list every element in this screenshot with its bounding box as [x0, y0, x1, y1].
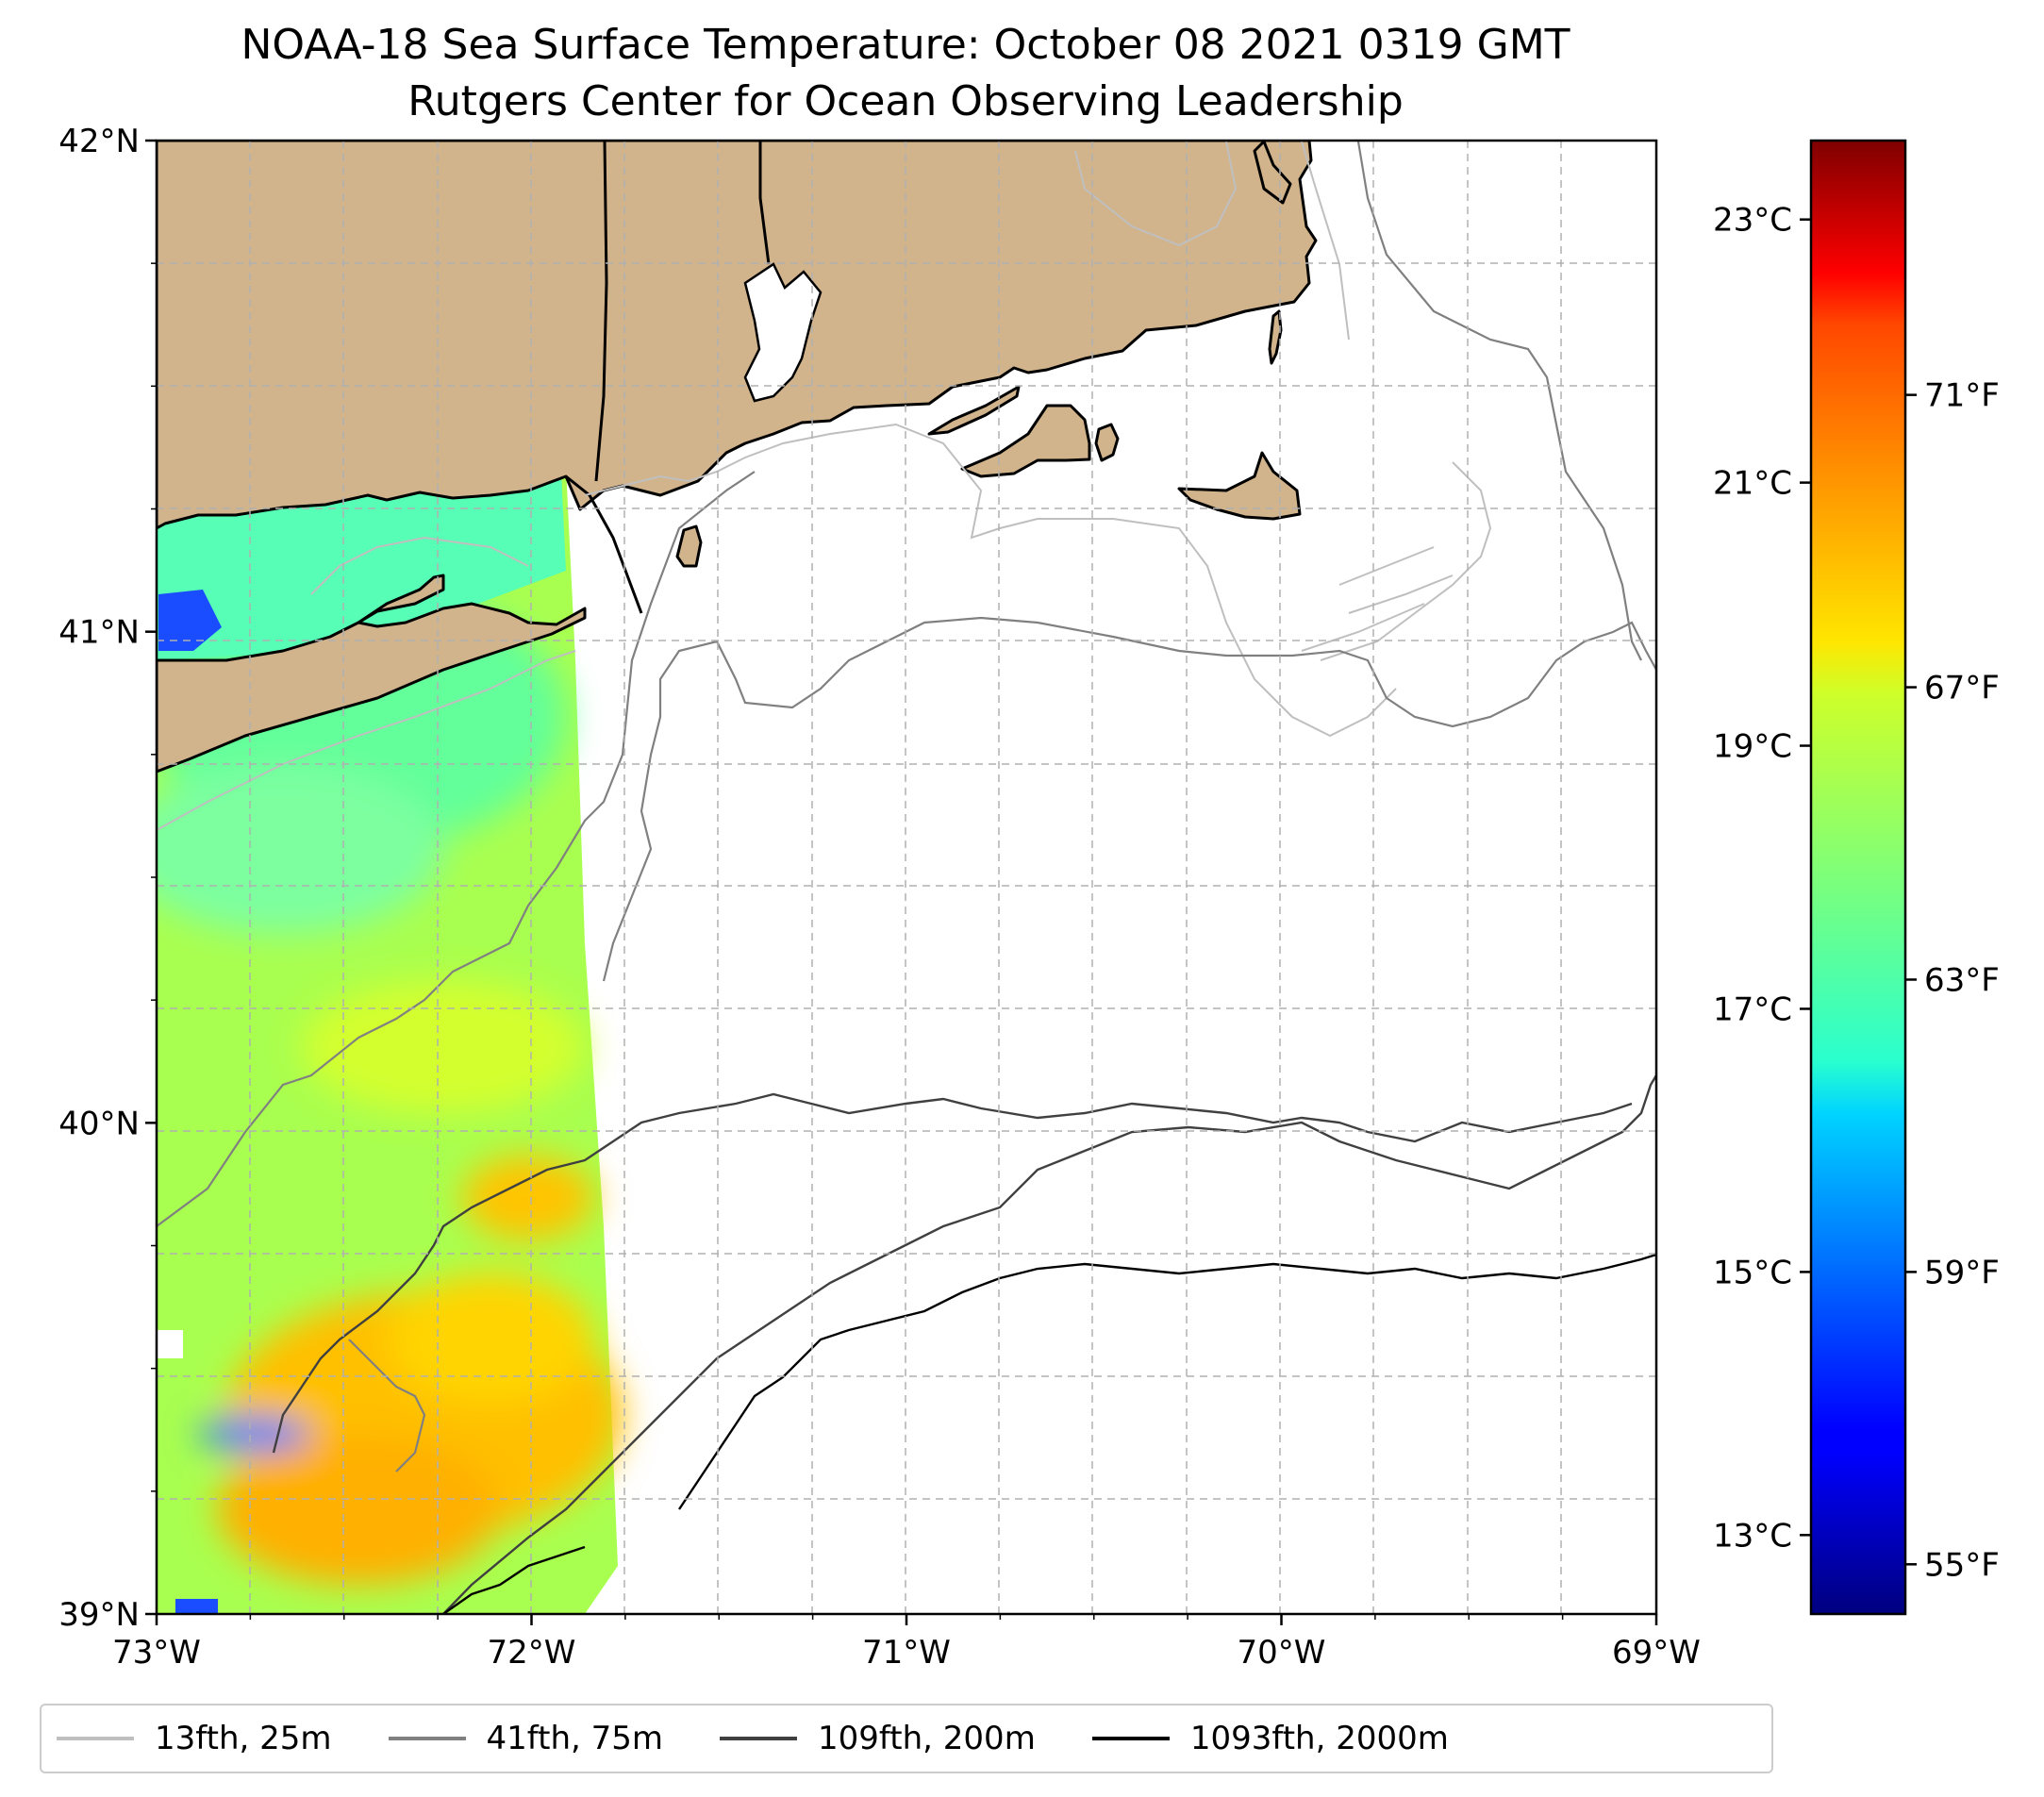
sst-cool-patch-mid — [157, 764, 443, 934]
legend-line-swatch — [57, 1737, 134, 1740]
axes: 73°W 72°W 71°W 70°W 69°W 42°N 41°N 40°N 39°N — [58, 123, 1701, 1672]
contour-2000m-lower — [442, 1545, 586, 1614]
colorbar-axes: 13°C 15°C 17°C 19°C 21°C 23°C 55°F 59°F 63°F 67°F… — [1713, 202, 2000, 1585]
map-title-line1: NOAA-18 Sea Surface Temperature: October… — [241, 21, 1570, 69]
celsius-tick-label: 19°C — [1713, 728, 1792, 766]
sst-missing-data — [157, 1330, 183, 1358]
sst-warm-patch-mid — [302, 981, 585, 1113]
sst-cold-patch-south — [198, 1417, 311, 1451]
sst-cold-inlet — [158, 590, 222, 651]
sst-warm-patch-a — [462, 1156, 594, 1240]
lon-tick-label: 71°W — [862, 1634, 951, 1672]
fahrenheit-tick-label: 59°F — [1924, 1254, 2000, 1291]
fahrenheit-tick-label: 55°F — [1924, 1546, 2000, 1584]
legend-label: 13fth, 25m — [155, 1720, 332, 1757]
land-nomans — [1094, 423, 1120, 462]
land-new-england — [157, 141, 1318, 530]
colorbar — [1809, 139, 1907, 1616]
celsius-tick-label: 23°C — [1713, 202, 1792, 240]
contour-25m-sound — [310, 536, 529, 595]
contour-25m-cape-cod — [1074, 141, 1238, 247]
ct-ri-boundary — [594, 141, 608, 482]
land-elizabeth-islands — [927, 385, 1021, 436]
sst-sound-water — [157, 472, 566, 660]
contour-75m-hudson — [348, 1339, 426, 1473]
lat-tick-label: 40°N — [58, 1105, 140, 1142]
legend-item: 109fth, 200m — [720, 1720, 1036, 1757]
land-monomoy — [1268, 309, 1283, 365]
legend-label: 109fth, 200m — [818, 1720, 1036, 1757]
contour-25m-ri — [584, 423, 1397, 738]
contour-25m-shoal-ridges — [1301, 546, 1454, 652]
land-block-island — [675, 524, 703, 568]
fahrenheit-tick-label: 63°F — [1924, 961, 2000, 999]
land-long-island — [157, 574, 587, 774]
lat-tick-label: 39°N — [58, 1596, 140, 1634]
lon-tick-label: 69°W — [1612, 1634, 1701, 1672]
contour-25m-nantucket-shoals — [1320, 461, 1492, 661]
contour-25m-li — [157, 650, 576, 831]
celsius-tick-label: 15°C — [1713, 1254, 1792, 1291]
plot-area — [157, 141, 1656, 1614]
ny-ct-boundary — [565, 474, 643, 614]
lon-tick-label: 73°W — [112, 1634, 201, 1672]
bathymetry-25m — [157, 141, 1492, 831]
sst-cold-strip — [175, 1599, 218, 1614]
celsius-tick-label: 21°C — [1713, 465, 1792, 503]
contour-75m-shelf — [157, 471, 756, 1227]
legend-item: 13fth, 25m — [57, 1720, 332, 1757]
lon-tick-label: 72°W — [488, 1634, 576, 1672]
contour-75m-outer — [602, 616, 1656, 982]
contour-75m-gom — [1356, 141, 1642, 661]
legend-line-swatch — [1091, 1737, 1170, 1740]
contour-2000m-slope — [678, 1253, 1656, 1510]
contour-25m-outer-cape — [1301, 141, 1350, 341]
lat-tick-label: 41°N — [58, 614, 140, 652]
sst-warm-patch-c — [217, 1434, 500, 1585]
contour-legend: 13fth, 25m 41fth, 75m 109fth, 200m 1093fth,… — [40, 1704, 1773, 1773]
bathymetry-75m — [157, 141, 1656, 1473]
legend-label: 41fth, 75m — [486, 1720, 664, 1757]
narragansett-bay — [743, 262, 823, 403]
celsius-tick-label: 17°C — [1713, 990, 1792, 1028]
sst-map: 73°W 72°W 71°W 70°W 69°W 42°N 41°N 40°N 39°N 13°… — [58, 123, 2000, 1672]
state-boundaries — [565, 141, 771, 614]
legend-line-swatch — [720, 1737, 798, 1740]
legend-line-swatch — [388, 1737, 466, 1740]
bathymetry-2000m — [442, 1253, 1656, 1614]
land — [157, 141, 1318, 774]
land-marthas-vineyard — [960, 404, 1091, 478]
sst-warm-patch-d — [387, 1273, 594, 1406]
ri-ma-boundary — [758, 141, 771, 265]
map-title-line2: Rutgers Center for Ocean Observing Leade… — [407, 77, 1404, 125]
land-nantucket — [1177, 451, 1302, 521]
contour-200m-shelf-break — [442, 1074, 1656, 1614]
legend-item: 1093fth, 2000m — [1091, 1720, 1449, 1757]
legend-item: 41fth, 75m — [388, 1720, 664, 1757]
legend-label: 1093fth, 2000m — [1189, 1720, 1449, 1757]
lat-tick-label: 42°N — [58, 123, 140, 160]
fahrenheit-tick-label: 67°F — [1924, 670, 2000, 707]
lon-tick-label: 70°W — [1238, 1634, 1326, 1672]
fahrenheit-tick-label: 71°F — [1924, 377, 2000, 415]
sst-swath — [157, 467, 623, 1614]
celsius-tick-label: 13°C — [1713, 1517, 1792, 1555]
